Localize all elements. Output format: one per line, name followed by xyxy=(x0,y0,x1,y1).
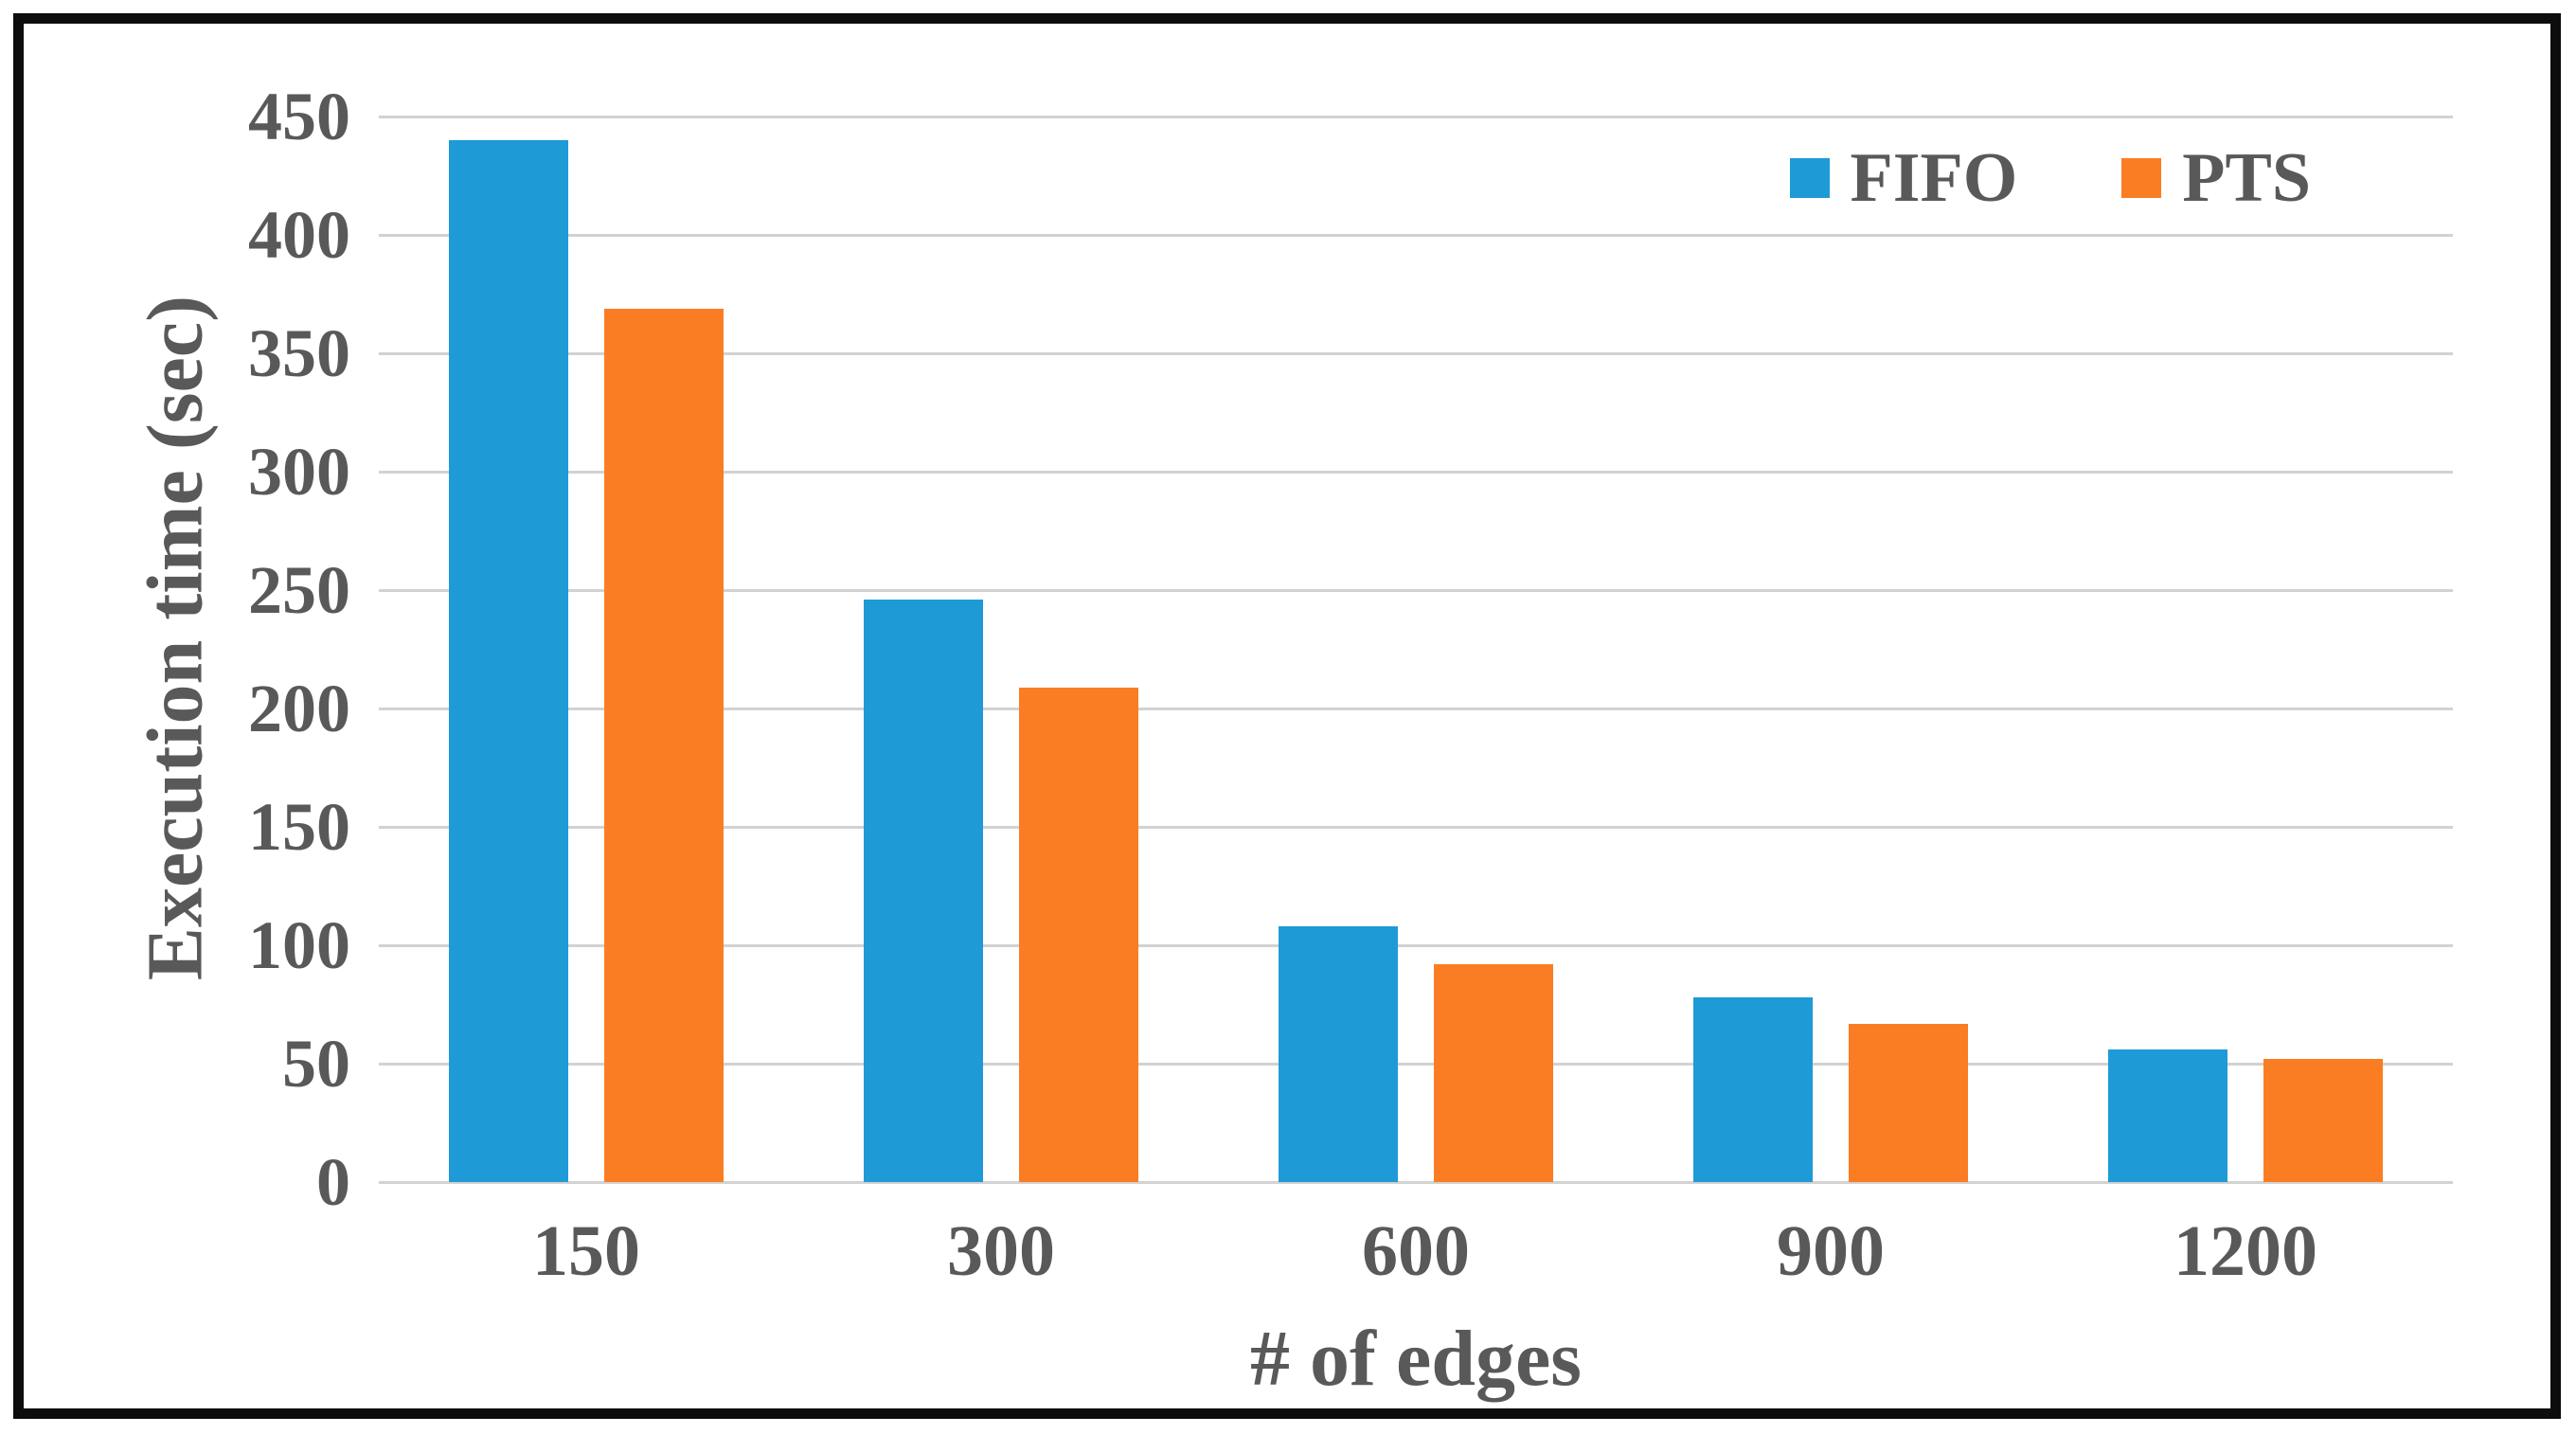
gridline-150 xyxy=(379,826,2453,829)
gridline-50 xyxy=(379,1063,2453,1066)
gridline-200 xyxy=(379,708,2453,710)
x-tick-label-900: 900 xyxy=(1777,1211,1885,1291)
legend-item-fifo: FIFO xyxy=(1789,139,2018,217)
legend-item-pts: PTS xyxy=(2121,143,2311,213)
plot-area: FIFO PTS xyxy=(379,116,2453,1184)
gridline-0 xyxy=(379,1181,2453,1184)
bar-pts-300 xyxy=(1019,687,1138,1182)
x-tick-label-600: 600 xyxy=(1362,1211,1470,1291)
gridline-400 xyxy=(379,234,2453,237)
y-tick-label-350: 350 xyxy=(248,315,350,391)
gridline-250 xyxy=(379,589,2453,592)
y-tick-label-300: 300 xyxy=(248,434,350,510)
x-tick-label-300: 300 xyxy=(947,1211,1055,1291)
x-axis-title: # of edges xyxy=(1250,1315,1582,1403)
bar-pts-900 xyxy=(1849,1023,1968,1182)
y-tick-label-100: 100 xyxy=(248,907,350,983)
bar-fifo-150 xyxy=(449,140,568,1182)
y-tick-label-150: 150 xyxy=(248,789,350,865)
bar-pts-1200 xyxy=(2263,1059,2383,1182)
y-tick-label-200: 200 xyxy=(248,671,350,746)
bar-pts-600 xyxy=(1434,964,1553,1182)
gridline-450 xyxy=(379,116,2453,118)
bar-fifo-1200 xyxy=(2108,1049,2227,1182)
y-tick-label-0: 0 xyxy=(316,1144,350,1220)
legend-swatch-pts xyxy=(2121,158,2162,198)
x-tick-label-1200: 1200 xyxy=(2174,1211,2317,1291)
x-tick-label-150: 150 xyxy=(532,1211,640,1291)
gridline-350 xyxy=(379,352,2453,355)
gridline-100 xyxy=(379,944,2453,947)
y-tick-label-50: 50 xyxy=(282,1026,350,1102)
legend-label-pts: PTS xyxy=(2182,139,2311,217)
bar-pts-150 xyxy=(604,308,724,1182)
y-tick-label-250: 250 xyxy=(248,552,350,628)
bar-fifo-600 xyxy=(1279,926,1398,1182)
legend-swatch-fifo xyxy=(1789,158,1830,198)
y-tick-label-400: 400 xyxy=(248,197,350,273)
bar-fifo-300 xyxy=(864,600,983,1182)
y-tick-label-450: 450 xyxy=(248,79,350,154)
legend: FIFO PTS xyxy=(1789,139,2311,217)
gridline-300 xyxy=(379,471,2453,474)
legend-label-fifo: FIFO xyxy=(1850,139,2018,217)
bar-fifo-900 xyxy=(1693,997,1813,1182)
